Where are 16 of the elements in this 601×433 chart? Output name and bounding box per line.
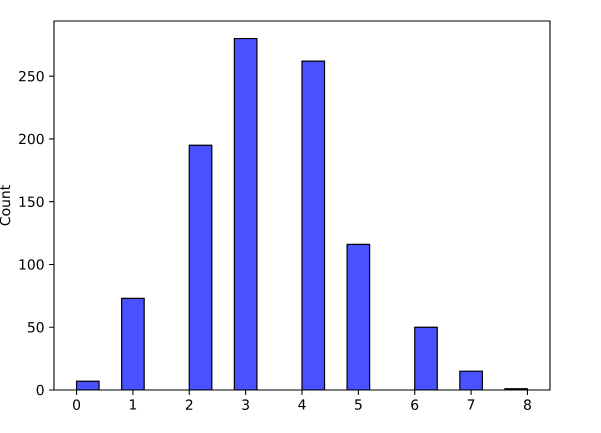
x-tick-label: 4 <box>298 399 306 410</box>
x-tick-label: 3 <box>242 399 249 410</box>
y-tick-label: 150 <box>20 196 44 207</box>
y-tick-label: 100 <box>20 259 44 270</box>
y-tick-label: 50 <box>28 322 44 333</box>
x-tick-label: 6 <box>411 399 418 410</box>
x-tick-label: 2 <box>186 399 192 410</box>
x-tick-label: 8 <box>524 399 531 410</box>
x-tick-label: 7 <box>468 399 474 410</box>
x-tick-label: 0 <box>73 399 80 410</box>
x-tick-label: 1 <box>130 399 136 410</box>
y-tick-label: 200 <box>19 134 44 144</box>
y-tick-label: 250 <box>19 70 44 82</box>
y-tick-label: 0 <box>36 384 44 396</box>
x-tick-label: 5 <box>355 399 362 410</box>
y-axis-title: Count <box>0 185 10 226</box>
